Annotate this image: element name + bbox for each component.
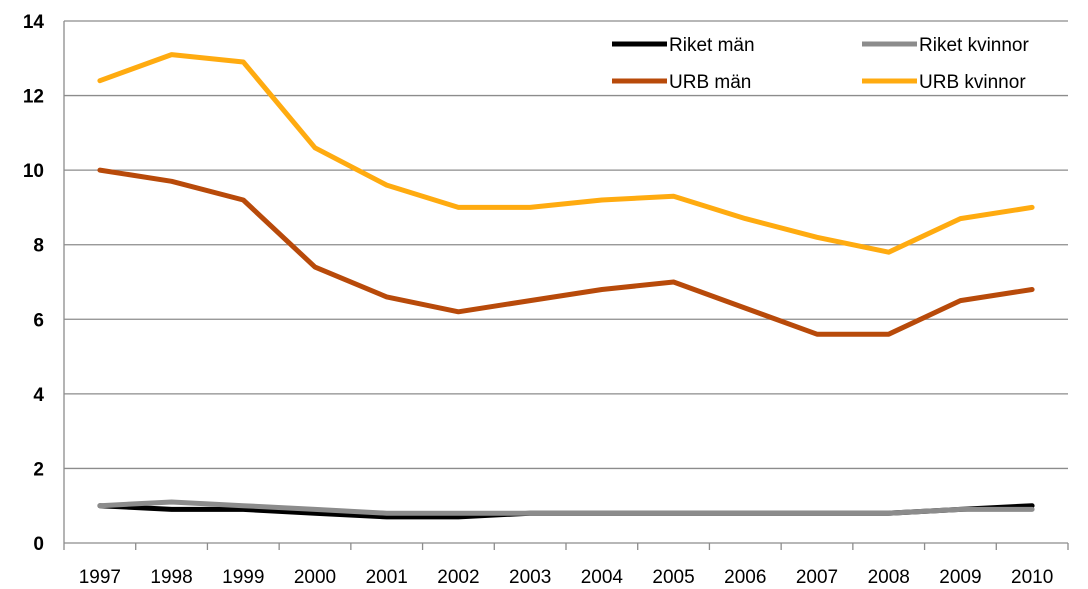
x-tick-label: 2010 bbox=[1011, 567, 1053, 588]
x-tick-label: 2003 bbox=[509, 567, 551, 588]
x-tick-label: 2009 bbox=[939, 567, 981, 588]
y-tick-label: 8 bbox=[33, 236, 44, 257]
legend-label: Riket kvinnor bbox=[919, 35, 1029, 56]
x-axis-ticks: 1997 1998 1999 2000 2001 2002 2003 2004 2005 2006… bbox=[79, 567, 1054, 588]
x-tick-label: 2005 bbox=[652, 567, 694, 588]
y-tick-label: 10 bbox=[23, 161, 44, 182]
x-tick-label: 1997 bbox=[79, 567, 121, 588]
x-tick-label: 2004 bbox=[581, 567, 624, 588]
series-line-urb-män bbox=[97, 167, 1035, 337]
legend-label: URB kvinnor bbox=[919, 72, 1026, 93]
x-tick-label: 1999 bbox=[222, 567, 264, 588]
x-tick-label: 2006 bbox=[724, 567, 766, 588]
axes bbox=[63, 21, 1069, 550]
legend-label: Riket män bbox=[669, 35, 755, 56]
y-tick-label: 0 bbox=[33, 534, 44, 555]
legend: Riket män Riket kvinnor URB män URB kvinnor bbox=[612, 35, 1029, 93]
y-tick-label: 6 bbox=[33, 310, 44, 331]
x-tick-label: 2008 bbox=[868, 567, 910, 588]
x-tick-label: 2002 bbox=[437, 567, 479, 588]
y-tick-label: 4 bbox=[33, 385, 44, 406]
series-lines bbox=[97, 52, 1035, 520]
x-tick-label: 2007 bbox=[796, 567, 838, 588]
y-tick-label: 12 bbox=[23, 87, 44, 108]
x-tick-label: 1998 bbox=[150, 567, 192, 588]
y-tick-label: 2 bbox=[33, 459, 44, 480]
x-tick-label: 2000 bbox=[294, 567, 336, 588]
series-line-riket-kvinnor bbox=[97, 499, 1035, 516]
series-line-urb-kvinnor bbox=[97, 52, 1035, 255]
x-tick-label: 2001 bbox=[366, 567, 408, 588]
legend-label: URB män bbox=[669, 72, 751, 93]
y-tick-label: 14 bbox=[23, 12, 45, 33]
gridlines bbox=[64, 20, 1068, 470]
y-axis-ticks: 0 2 4 6 8 10 12 14 bbox=[23, 12, 45, 555]
